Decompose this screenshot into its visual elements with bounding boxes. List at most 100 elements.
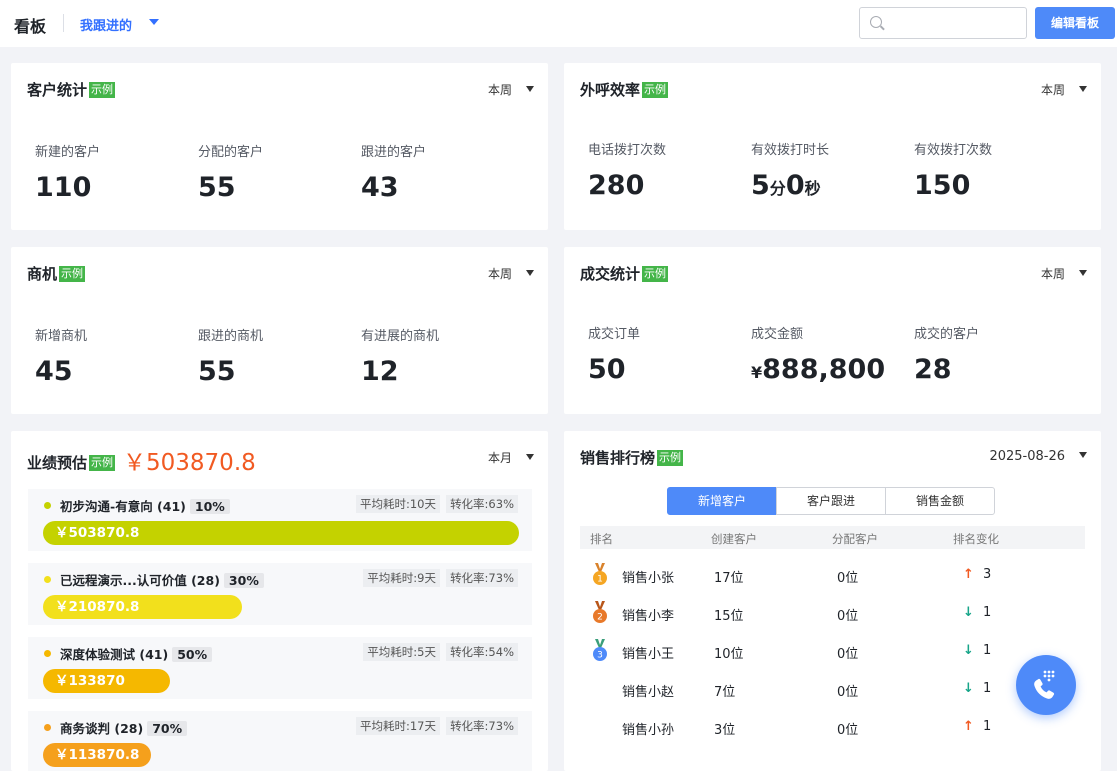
phone-icon [1034,670,1055,699]
table-row[interactable]: 销售小赵 7位 0位 ↓ 1 [580,671,1085,709]
card-title: 商机 示例 [27,265,86,283]
deals-card: 成交统计 示例 本周 成交订单 50 成交金额 ¥888,800 成交的客户 28 [564,247,1101,414]
search-input[interactable] [890,13,1020,33]
scope-filter-dropdown[interactable]: 我跟进的 [80,19,133,34]
stage-rate: 转化率:73% [446,569,518,587]
tab-sales-amount[interactable]: 销售金额 [885,487,995,515]
rank-up-arrow-icon: ↑ [963,719,974,734]
assigned-count: 0位 [837,685,859,700]
caret-down-icon [526,454,534,460]
stat-new-customers: 新建的客户 110 [35,145,101,203]
forecast-amount: ￥503870.8 [123,450,256,476]
sales-ranking-card: 销售排行榜 示例 2025-08-26 新增客户 客户跟进 销售金额 排名 创建客… [564,431,1101,771]
rank-down-arrow-icon: ↓ [963,681,974,696]
stage-rate: 转化率:54% [446,643,518,661]
edit-dashboard-button[interactable]: 编辑看板 [1035,7,1115,39]
assigned-count: 0位 [837,571,859,586]
stage-row[interactable]: 商务谈判 (28) 70% 转化率:73% 平均耗时:17天 ￥113870.8 [28,711,532,771]
ranking-tabs: 新增客户 客户跟进 销售金额 [667,487,995,515]
stat-call-count: 电话拨打次数 280 [588,143,667,201]
header-rank: 排名 [590,532,613,546]
tab-customer-followup[interactable]: 客户跟进 [776,487,886,515]
rank-up-arrow-icon: ↑ [963,567,974,582]
stat-followed-customers: 跟进的客户 43 [361,145,427,203]
created-count: 7位 [714,685,736,700]
stage-row[interactable]: 深度体验测试 (41) 50% 转化率:54% 平均耗时:5天 ￥133870 [28,637,532,699]
card-title: 业绩预估 示例 ￥503870.8 [27,450,256,476]
svg-text:1: 1 [597,575,603,585]
search-box[interactable] [859,7,1027,39]
caret-down-icon [1079,86,1087,92]
stat-followed-opportunities: 跟进的商机 55 [198,329,264,387]
stage-avg-time: 平均耗时:10天 [355,495,440,513]
stat-deal-orders: 成交订单 50 [588,327,641,385]
period-dropdown[interactable]: 本周 [488,81,534,98]
caret-down-icon [1079,270,1087,276]
performance-forecast-card: 业绩预估 示例 ￥503870.8 本月 初步沟通-有意向 (41) 10% 转化率:6… [11,431,548,771]
caret-down-icon [1079,452,1087,458]
tab-new-customers[interactable]: 新增客户 [667,487,777,515]
stage-avg-time: 平均耗时:9天 [363,569,440,587]
medal-icon: 2 [593,601,607,623]
rank-down-arrow-icon: ↓ [963,643,974,658]
stage-amount-bar: ￥133870 [43,669,170,693]
stage-percent: 50% [172,647,213,662]
period-dropdown[interactable]: 本周 [1041,81,1087,98]
table-row[interactable]: 3 销售小王 10位 0位 ↓ 1 [580,633,1085,671]
stage-percent: 30% [223,573,264,588]
divider [63,14,64,32]
seller-name: 销售小孙 [622,723,675,738]
stat-deal-customers: 成交的客户 28 [914,327,980,385]
call-efficiency-card: 外呼效率 示例 本周 电话拨打次数 280 有效拨打时长 5分0秒 有效拨打次数 … [564,63,1101,230]
caret-down-icon [526,270,534,276]
top-bar: 看板 我跟进的 编辑看板 [0,0,1117,47]
svg-text:2: 2 [597,613,603,623]
opportunities-card: 商机 示例 本周 新增商机 45 跟进的商机 55 有进展的商机 12 [11,247,548,414]
table-row[interactable]: 2 销售小李 15位 0位 ↓ 1 [580,595,1085,633]
phone-dialer-button[interactable] [1016,655,1076,715]
rank-change-value: 1 [983,681,992,696]
date-dropdown[interactable]: 2025-08-26 [989,449,1087,464]
stage-avg-time: 平均耗时:5天 [363,643,440,661]
caret-down-icon[interactable] [149,19,159,25]
created-count: 15位 [714,609,744,624]
header-created: 创建客户 [711,532,757,546]
stage-row[interactable]: 已远程演示...认可价值 (28) 30% 转化率:73% 平均耗时:9天 ￥21087… [28,563,532,625]
sample-badge: 示例 [89,82,116,98]
created-count: 3位 [714,723,736,738]
stage-name: 初步沟通-有意向 (41) 10% [60,496,230,515]
page-title: 看板 [14,17,47,36]
stat-new-opportunities: 新增商机 45 [35,329,88,387]
stage-percent: 70% [147,721,188,736]
created-count: 10位 [714,647,744,662]
rank-change-value: 1 [983,605,992,620]
stage-amount-bar: ￥210870.8 [43,595,242,619]
stage-amount-bar: ￥113870.8 [43,743,151,767]
stage-percent: 10% [189,499,230,514]
table-row[interactable]: 1 销售小张 17位 0位 ↑ 3 [580,557,1085,595]
assigned-count: 0位 [837,647,859,662]
ranking-table-header: 排名 创建客户 分配客户 排名变化 [580,526,1085,549]
header-change: 排名变化 [953,532,999,546]
table-row[interactable]: 销售小孙 3位 0位 ↑ 1 [580,709,1085,747]
search-icon [870,16,882,28]
sample-badge: 示例 [642,266,669,282]
customer-stats-card: 客户统计 示例 本周 新建的客户 110 分配的客户 55 跟进的客户 43 [11,63,548,230]
seller-name: 销售小张 [622,571,675,586]
period-dropdown[interactable]: 本周 [1041,265,1087,282]
stage-dot-icon [44,502,51,509]
stat-assigned-customers: 分配的客户 55 [198,145,264,203]
sample-badge: 示例 [89,455,116,471]
stage-name: 深度体验测试 (41) 50% [60,644,213,663]
stage-dot-icon [44,576,51,583]
seller-name: 销售小赵 [622,685,675,700]
card-title: 外呼效率 示例 [580,81,669,99]
sample-badge: 示例 [59,266,86,282]
stage-row[interactable]: 初步沟通-有意向 (41) 10% 转化率:63% 平均耗时:10天 ￥503870.8 [28,489,532,551]
stage-amount-bar: ￥503870.8 [43,521,519,545]
sample-badge: 示例 [642,82,669,98]
stage-dot-icon [44,724,51,731]
period-dropdown[interactable]: 本月 [488,449,534,466]
period-dropdown[interactable]: 本周 [488,265,534,282]
stat-deal-amount: 成交金额 ¥888,800 [751,327,886,385]
